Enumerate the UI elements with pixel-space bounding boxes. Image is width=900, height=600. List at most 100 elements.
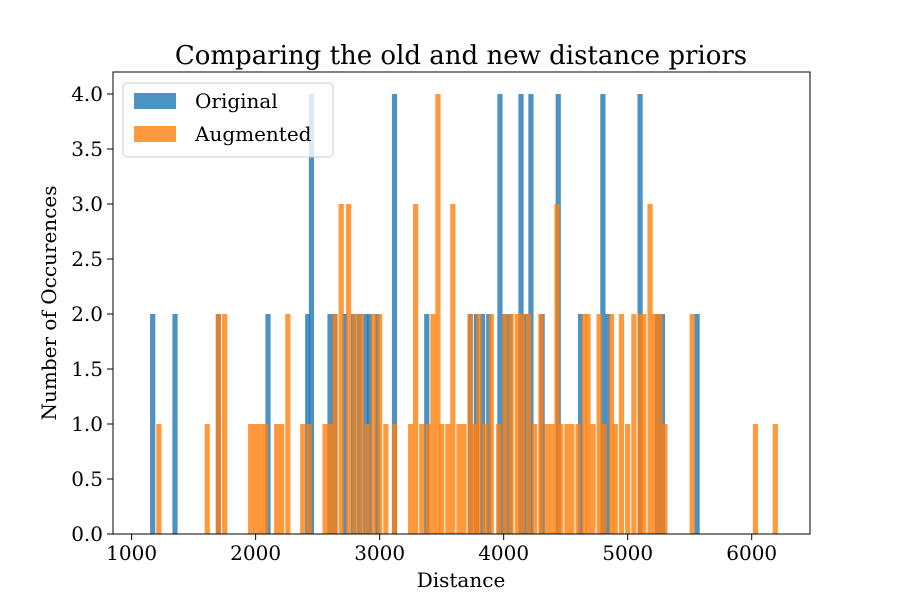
x-tick-label: 4000 (478, 541, 529, 565)
bar-augmented-44 (514, 314, 520, 534)
bar-augmented-65 (631, 314, 637, 534)
bar-augmented-35 (461, 424, 467, 534)
bar-augmented-59 (596, 314, 602, 534)
bar-augmented-13 (322, 424, 328, 534)
bar-augmented-10 (285, 314, 291, 534)
bar-augmented-68 (647, 204, 653, 534)
bar-augmented-40 (488, 314, 494, 534)
bar-augmented-73 (752, 424, 759, 534)
bar-augmented-30 (435, 94, 441, 534)
bar-augmented-70 (657, 314, 663, 534)
bar-augmented-16 (338, 204, 344, 534)
bar-augmented-14 (327, 424, 333, 534)
x-tick-label: 5000 (602, 541, 653, 565)
bar-augmented-43 (508, 314, 514, 534)
x-tick-label: 1000 (106, 541, 157, 565)
bar-original-14 (391, 94, 398, 534)
y-tick-label: 2.0 (71, 302, 103, 326)
bar-augmented-22 (377, 314, 383, 534)
y-tick-label: 4.0 (71, 82, 103, 106)
bar-augmented-56 (581, 314, 587, 534)
bar-augmented-34 (456, 424, 462, 534)
x-tick-label: 3000 (354, 541, 405, 565)
bar-augmented-47 (532, 424, 538, 534)
bar-augmented-21 (370, 314, 377, 534)
bar-original-30 (605, 314, 611, 534)
legend: Original Augmented (122, 82, 334, 158)
x-tick-label: 6000 (726, 541, 777, 565)
bar-augmented-32 (445, 424, 451, 534)
bar-augmented-54 (569, 424, 575, 534)
series-augmented (156, 94, 778, 534)
bar-augmented-61 (608, 314, 615, 534)
bar-original-34 (694, 314, 700, 534)
y-axis-ticks: 0.0 0.5 1.0 1.5 2.0 2.5 3.0 3.5 4.0 (71, 82, 113, 546)
chart-title: Comparing the old and new distance prior… (175, 41, 747, 71)
x-tick-label: 2000 (230, 541, 281, 565)
bar-augmented-7 (262, 424, 269, 534)
x-axis-label: Distance (417, 568, 506, 592)
legend-label-augmented: Augmented (194, 122, 312, 146)
bar-augmented-53 (564, 424, 570, 534)
legend-label-original: Original (195, 89, 278, 113)
bar-augmented-27 (419, 424, 425, 534)
bar-augmented-25 (408, 424, 414, 534)
bar-augmented-20 (364, 424, 370, 534)
bar-augmented-5 (253, 424, 259, 534)
bar-original-1 (172, 314, 178, 534)
bar-augmented-36 (467, 314, 473, 534)
bar-augmented-48 (538, 314, 544, 534)
bar-augmented-29 (430, 314, 436, 534)
bar-augmented-12 (306, 424, 312, 534)
bar-augmented-3 (222, 314, 228, 534)
bar-augmented-33 (450, 204, 456, 534)
bar-augmented-63 (618, 314, 625, 534)
bar-original-8 (342, 314, 348, 534)
bar-augmented-45 (519, 314, 525, 534)
y-tick-label: 1.0 (71, 412, 103, 436)
bar-augmented-28 (425, 424, 431, 534)
bar-augmented-37 (472, 424, 478, 534)
bar-augmented-57 (585, 314, 591, 534)
bar-augmented-67 (641, 314, 647, 534)
bar-augmented-15 (332, 314, 338, 534)
y-tick-label: 1.5 (71, 357, 103, 381)
bar-augmented-11 (300, 424, 306, 534)
bar-augmented-69 (652, 314, 658, 534)
bar-augmented-52 (558, 424, 564, 534)
bar-augmented-46 (525, 314, 532, 534)
legend-swatch-original (134, 93, 176, 109)
bar-augmented-49 (544, 424, 550, 534)
bar-augmented-39 (482, 424, 488, 534)
bar-augmented-8 (274, 424, 280, 534)
bar-augmented-18 (352, 314, 358, 534)
legend-swatch-augmented (134, 126, 176, 142)
bar-augmented-38 (476, 314, 482, 534)
plot-frame (112, 71, 811, 535)
y-tick-label: 3.0 (71, 192, 103, 216)
bar-augmented-0 (156, 424, 162, 534)
bar-augmented-9 (279, 424, 285, 534)
y-axis-label: Number of Occurences (37, 186, 61, 421)
y-tick-label: 3.5 (71, 137, 103, 161)
bar-augmented-23 (383, 424, 389, 534)
bar-augmented-62 (612, 424, 618, 534)
bar-augmented-1 (204, 424, 210, 534)
bar-augmented-58 (590, 424, 596, 534)
bar-augmented-74 (772, 424, 778, 534)
bar-augmented-72 (689, 314, 695, 534)
bar-augmented-50 (549, 424, 555, 534)
x-axis-ticks: 1000 2000 3000 4000 5000 6000 (106, 534, 777, 565)
bar-augmented-42 (502, 314, 508, 534)
bar-augmented-41 (496, 424, 502, 534)
y-tick-label: 0.5 (71, 467, 103, 491)
bar-augmented-19 (358, 314, 364, 534)
bar-augmented-4 (248, 424, 254, 534)
bar-augmented-17 (346, 204, 352, 534)
bar-augmented-31 (439, 424, 445, 534)
bar-augmented-55 (575, 424, 581, 534)
bar-augmented-26 (413, 204, 419, 534)
bar-augmented-66 (637, 314, 643, 534)
y-tick-label: 0.0 (71, 522, 103, 546)
